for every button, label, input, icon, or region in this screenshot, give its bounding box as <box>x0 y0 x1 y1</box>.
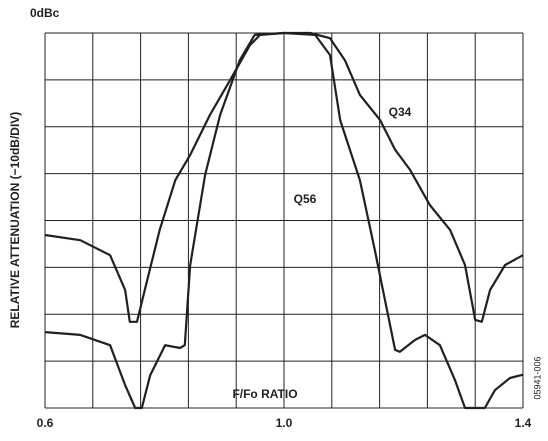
series-label: Q34 <box>389 105 412 119</box>
top-label: 0dBc <box>30 6 60 20</box>
series-line <box>44 31 524 410</box>
series-label: Q56 <box>294 192 317 206</box>
x-tick-label: 1.0 <box>276 416 293 430</box>
x-tick-label: 0.6 <box>37 416 54 430</box>
x-tick-label: 1.4 <box>515 416 532 430</box>
x-axis-label: F/Fo RATIO <box>232 387 297 401</box>
figure-id: 05941-006 <box>532 356 542 399</box>
y-axis-label: RELATIVE ATTENUATION (−10dB/DIV) <box>8 112 22 329</box>
